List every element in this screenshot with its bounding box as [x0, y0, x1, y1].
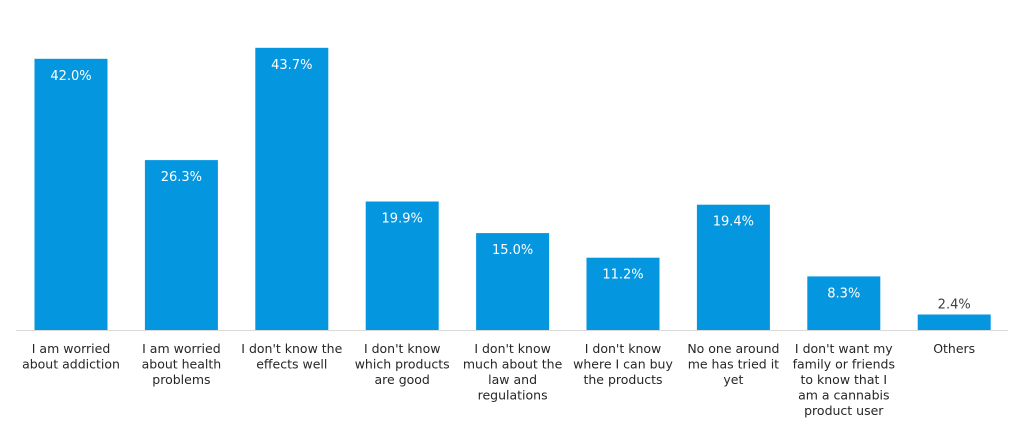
category-label-2: I am worried about health problems — [142, 341, 222, 387]
bar-6 — [586, 257, 660, 330]
value-label-2: 26.3% — [161, 170, 202, 185]
bar-8 — [807, 276, 881, 330]
bar-9 — [917, 314, 991, 330]
value-label-5: 15.0% — [492, 243, 533, 258]
category-label-8: I don't want my family or friends to know … — [793, 341, 895, 418]
bar-7 — [696, 204, 770, 330]
value-label-9: 2.4% — [938, 298, 971, 313]
value-label-6: 11.2% — [602, 268, 643, 283]
value-label-7: 19.4% — [713, 215, 754, 230]
value-label-1: 42.0% — [50, 69, 91, 84]
category-labels-layer: I am worried about addiction I am worried a… — [22, 341, 975, 418]
value-label-3: 43.7% — [271, 58, 312, 73]
bar-5 — [476, 233, 550, 330]
bar-3 — [255, 47, 329, 331]
bar-1 — [34, 58, 108, 331]
category-label-3: I don't know the effects well — [241, 341, 342, 372]
value-labels-layer: 42.0% 26.3% 43.7% 19.9% 15.0% 11.2% 19.4% 8.3% 2… — [50, 58, 970, 313]
bar-2 — [144, 160, 218, 330]
category-label-7: No one around me has tried it yet — [687, 341, 779, 387]
category-label-6: I don't know where I can buy the products — [573, 341, 673, 387]
bars-layer — [34, 47, 991, 331]
bar-4 — [365, 201, 439, 330]
category-label-1: I am worried about addiction — [22, 341, 120, 372]
category-label-5: I don't know much about the law and regulat… — [463, 341, 563, 403]
category-label-4: I don't know which products are good — [355, 341, 450, 387]
value-label-8: 8.3% — [827, 286, 860, 301]
value-label-4: 19.9% — [382, 212, 423, 227]
category-label-9: Others — [933, 341, 975, 356]
